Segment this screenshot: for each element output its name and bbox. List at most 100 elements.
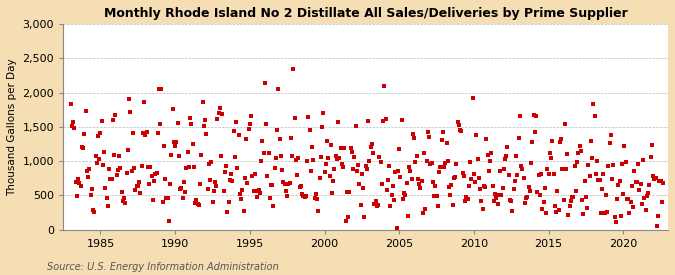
Point [95,131,106,135]
Point [74,181,85,185]
Point [205,178,215,183]
Point [192,202,203,206]
Point [269,165,280,170]
Point [473,175,484,180]
Point [187,142,198,146]
Point [570,189,581,193]
Point [639,196,650,200]
Point [597,187,608,191]
Point [325,142,336,147]
Point [545,151,556,155]
Point [603,163,614,168]
Point [290,158,301,162]
Point [288,67,299,71]
Point [373,203,383,207]
Point [492,202,503,206]
Point [622,196,632,201]
Point [302,158,313,163]
Point [393,169,404,173]
Point [79,131,90,136]
Point [485,159,495,163]
Point [114,153,125,158]
Point [482,153,493,158]
Point [142,164,153,169]
Point [103,204,113,209]
Point [167,107,178,111]
Point [358,185,369,190]
Point [157,200,168,204]
Point [318,111,329,115]
Point [399,191,410,195]
Point [277,167,288,172]
Y-axis label: Thousand Gallons per Day: Thousand Gallons per Day [7,58,17,196]
Point [592,158,603,163]
Point [424,135,435,139]
Point [604,141,615,145]
Point [281,189,292,193]
Point [202,186,213,191]
Point [455,128,466,132]
Point [161,196,172,200]
Point [180,189,190,194]
Point [620,160,631,164]
Point [337,162,348,166]
Point [365,145,376,149]
Point [483,169,494,173]
Point [547,139,558,144]
Point [607,176,618,181]
Point [513,136,524,140]
Point [628,204,639,209]
Point [253,188,264,193]
Point [242,181,252,186]
Point [446,183,457,187]
Point [333,119,344,124]
Point [309,196,320,200]
Point [92,134,103,139]
Point [304,127,315,132]
Point [234,133,244,137]
Point [598,171,609,176]
Point [82,175,93,179]
Point [225,178,236,182]
Point [209,188,219,193]
Point [618,191,628,196]
Point [605,133,616,138]
Point [364,158,375,163]
Point [286,136,296,141]
Point [657,180,668,185]
Point [630,180,641,184]
Point [300,194,311,198]
Point [612,197,622,201]
Point [568,194,579,199]
Point [377,181,387,186]
Point [561,167,572,171]
Point [148,178,159,183]
Point [122,171,132,176]
Point [410,160,421,164]
Point [386,193,397,197]
Point [512,172,523,177]
Point [342,189,352,194]
Point [562,152,572,156]
Point [166,152,177,157]
Point [406,177,417,181]
Point [624,210,635,215]
Point [493,193,504,197]
Point [190,201,200,206]
Point [317,125,327,129]
Point [230,155,240,159]
Point [572,160,583,164]
Point [198,124,209,129]
Point [368,151,379,156]
Point [392,226,402,230]
Point [232,166,243,170]
Point [257,139,268,143]
Point [150,172,161,177]
Point [292,173,302,177]
Point [207,200,218,204]
Point [370,199,381,203]
Point [634,188,645,192]
Point [609,214,620,219]
Point [538,200,549,204]
Point [85,192,96,197]
